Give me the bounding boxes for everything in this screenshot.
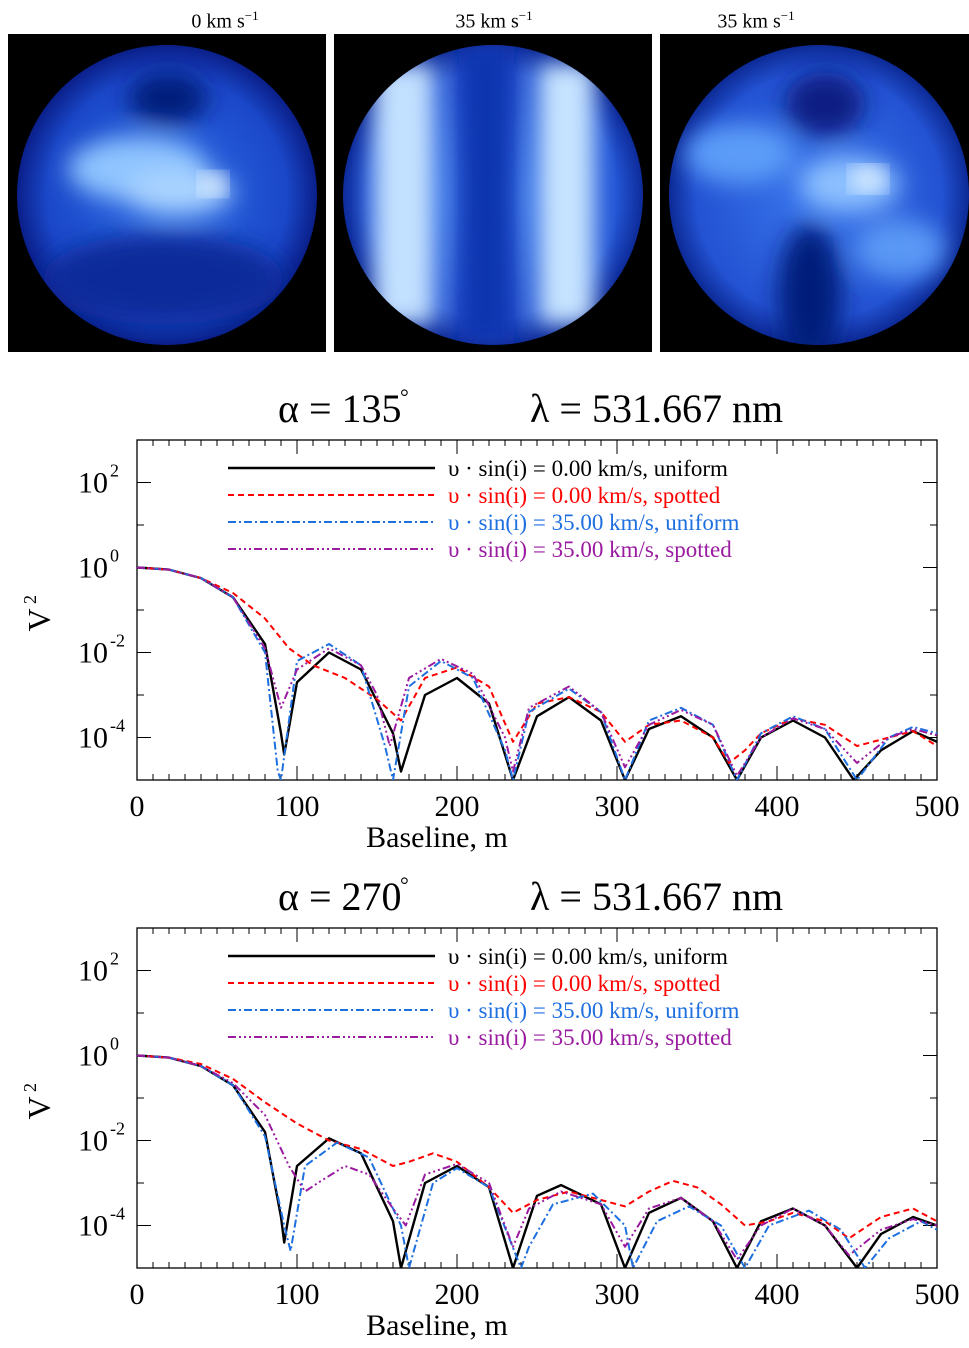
stellar-disk-0-svg (17, 45, 317, 345)
y-tick-label-exp: -4 (110, 1204, 125, 1224)
y-tick-label: 10 (78, 552, 108, 585)
y-tick-label: 10 (78, 955, 108, 988)
x-tick-label: 0 (130, 790, 145, 823)
x-tick-label: 0 (130, 1278, 145, 1311)
visibility-chart-alpha-270: α = 270° λ = 531.667 nm0 100 200 300 400 50010… (20, 872, 960, 1342)
x-axis-label: Baseline, m (366, 1309, 508, 1342)
legend-label-0: υ · sin(i) = 0.00 km/s, uniform (448, 944, 728, 969)
stellar-disk-image-1 (334, 34, 652, 352)
stellar-disk-1-svg (343, 45, 643, 345)
series-line-1 (137, 1054, 937, 1240)
y-tick-label: 10 (78, 467, 108, 500)
disk-label-2-exp: −1 (780, 8, 795, 23)
stellar-disk-image-2 (660, 34, 969, 352)
series-line-3 (137, 566, 937, 777)
x-tick-label: 200 (435, 1278, 480, 1311)
chart-title-lambda: λ = 531.667 nm (530, 386, 783, 431)
y-tick-label-exp: 2 (110, 949, 119, 969)
chart-title-degree: ° (400, 872, 409, 897)
stellar-disk-2-svg (669, 45, 969, 345)
x-tick-label: 300 (595, 790, 640, 823)
legend-label-1: υ · sin(i) = 0.00 km/s, spotted (448, 483, 721, 508)
y-tick-label-exp: -2 (110, 1119, 125, 1139)
disk-label-0-exp: −1 (244, 8, 259, 23)
series-line-1 (137, 566, 937, 764)
disk-label-1-exp: −1 (518, 8, 533, 23)
y-axis-label-base: V (21, 1096, 57, 1119)
stellar-disk-image-0 (8, 34, 326, 352)
chart-title-degree: ° (400, 384, 409, 409)
disk-label-1: 35 km s−1 (394, 8, 594, 34)
x-tick-label: 100 (275, 1278, 320, 1311)
y-tick-label-exp: 0 (110, 546, 119, 566)
disk-label-2-base: 35 km s (717, 10, 781, 33)
y-tick-label: 10 (78, 1210, 108, 1243)
y-tick-label: 10 (78, 722, 108, 755)
x-tick-label: 400 (755, 1278, 800, 1311)
y-axis-label: V2 (20, 595, 57, 632)
y-tick-label: 10 (78, 637, 108, 670)
y-tick-label: 10 (78, 1040, 108, 1073)
series-line-2 (137, 566, 937, 780)
legend-label-2: υ · sin(i) = 35.00 km/s, uniform (448, 510, 740, 535)
series-line-0 (137, 566, 937, 780)
disk-label-2: 35 km s−1 (656, 8, 856, 34)
disk-label-0: 0 km s−1 (125, 8, 325, 34)
x-tick-label: 200 (435, 790, 480, 823)
y-tick-label: 10 (78, 1125, 108, 1158)
disk-label-1-base: 35 km s (455, 10, 519, 33)
y-axis-label-exp: 2 (20, 1083, 40, 1092)
chart-title-lambda: λ = 531.667 nm (530, 874, 783, 919)
legend-label-1: υ · sin(i) = 0.00 km/s, spotted (448, 971, 721, 996)
x-tick-label: 500 (915, 1278, 960, 1311)
legend-label-3: υ · sin(i) = 35.00 km/s, spotted (448, 1025, 732, 1050)
y-tick-label-exp: 0 (110, 1034, 119, 1054)
bright-spot (850, 166, 886, 192)
legend-label-0: υ · sin(i) = 0.00 km/s, uniform (448, 456, 728, 481)
chart-title-alpha: α = 135 (278, 386, 402, 431)
y-axis-label-base: V (21, 608, 57, 631)
y-tick-label-exp: -2 (110, 631, 125, 651)
y-axis-label-exp: 2 (20, 595, 40, 604)
disk-label-0-base: 0 km s (191, 10, 245, 33)
x-tick-label: 400 (755, 790, 800, 823)
bright-spot (199, 172, 227, 196)
series-line-0 (137, 1054, 937, 1268)
x-tick-label: 100 (275, 790, 320, 823)
y-tick-label-exp: -4 (110, 716, 125, 736)
y-axis-label: V2 (20, 1083, 57, 1120)
x-axis-label: Baseline, m (366, 821, 508, 854)
legend-label-2: υ · sin(i) = 35.00 km/s, uniform (448, 998, 740, 1023)
chart-title-alpha: α = 270 (278, 874, 402, 919)
x-tick-label: 500 (915, 790, 960, 823)
series-line-3 (137, 1054, 937, 1261)
x-tick-label: 300 (595, 1278, 640, 1311)
series-line-2 (137, 1054, 937, 1268)
legend-label-3: υ · sin(i) = 35.00 km/s, spotted (448, 537, 732, 562)
visibility-chart-alpha-135: α = 135° λ = 531.667 nm0 100 200 300 400 50010… (20, 384, 960, 854)
y-tick-label-exp: 2 (110, 461, 119, 481)
